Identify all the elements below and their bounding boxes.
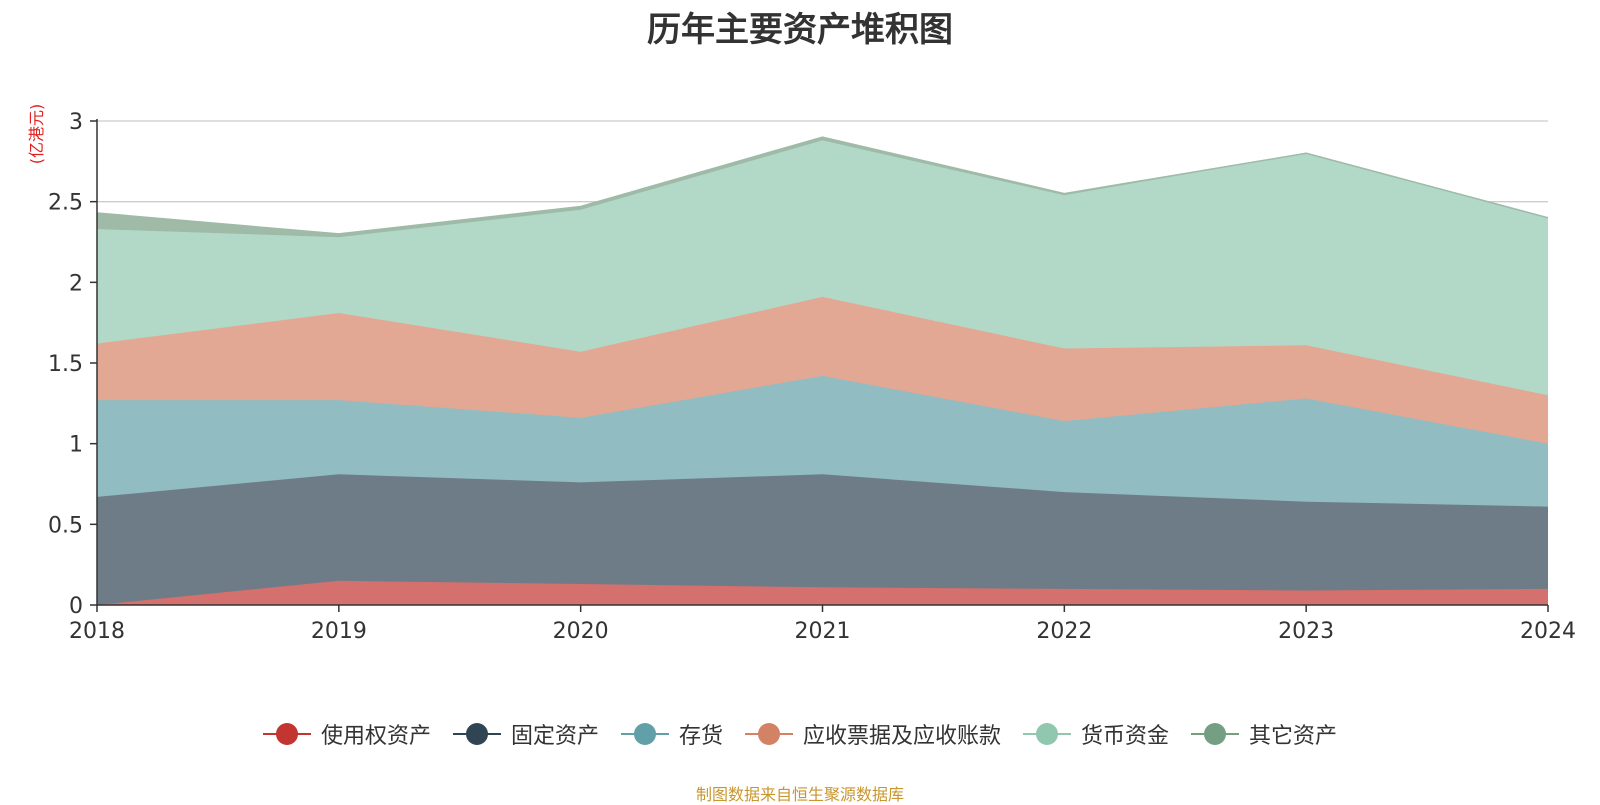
area-series (96, 136, 1549, 606)
legend-item-4[interactable]: 应收票据及应收账款 (745, 718, 1001, 750)
legend-item-5[interactable]: 货币资金 (1023, 718, 1169, 750)
legend-label: 货币资金 (1081, 724, 1170, 749)
chart-legend: 使用权资产 固定资产 存货 应收票据及应收账款 货币资金 其它资产 (0, 718, 1600, 750)
area-series-4 (97, 296, 1548, 444)
legend-item-6[interactable]: 其它资产 (1191, 718, 1337, 750)
legend-label: 固定资产 (510, 724, 599, 749)
y-tick-label: 1.5 (48, 352, 83, 377)
x-tick-label: 2019 (311, 619, 367, 644)
legend-swatch-icon (1023, 722, 1072, 746)
area-series-6-edge (96, 136, 1549, 235)
legend-item-3[interactable]: 存货 (620, 718, 723, 750)
area-series-1 (97, 580, 1548, 605)
legend-swatch-icon (1191, 722, 1240, 746)
legend-swatch-icon (262, 722, 311, 746)
legend-label: 使用权资产 (320, 724, 431, 749)
y-tick-label: 0 (69, 594, 83, 619)
y-tick-label: 0.5 (48, 513, 83, 538)
x-tick-label: 2020 (553, 619, 609, 644)
y-tick-label: 2 (69, 271, 83, 296)
y-tick-label: 3 (69, 110, 83, 135)
area-series-6 (97, 137, 1548, 238)
legend-swatch-icon (745, 722, 793, 746)
x-tick-label: 2022 (1036, 619, 1092, 644)
x-tick-label: 2023 (1278, 619, 1334, 644)
y-tick-label: 1 (69, 433, 83, 458)
y-axis-unit-label: (亿港元) (27, 104, 46, 165)
legend-swatch-icon (620, 722, 669, 746)
axes: 0 0.5 1 1.5 2 2.5 3 2018 2019 2020 2021 2022 2023 202… (48, 110, 1576, 644)
legend-item-1[interactable]: 使用权资产 (262, 718, 431, 750)
x-tick-label: 2021 (795, 619, 851, 644)
legend-label: 存货 (678, 724, 723, 749)
data-source-note: 制图数据来自恒生聚源数据库 (695, 785, 904, 804)
y-tick-label: 2.5 (48, 191, 83, 216)
legend-label: 其它资产 (1249, 724, 1338, 749)
area-series-3 (97, 375, 1548, 507)
x-tick-label: 2024 (1520, 619, 1576, 644)
legend-item-2[interactable]: 固定资产 (452, 718, 599, 750)
legend-swatch-icon (452, 722, 501, 746)
area-series-2 (97, 474, 1548, 605)
area-series-5 (97, 140, 1548, 396)
chart-title: 历年主要资产堆积图 (647, 10, 953, 50)
legend-label: 应收票据及应收账款 (803, 724, 1002, 749)
x-tick-label: 2018 (69, 619, 125, 644)
